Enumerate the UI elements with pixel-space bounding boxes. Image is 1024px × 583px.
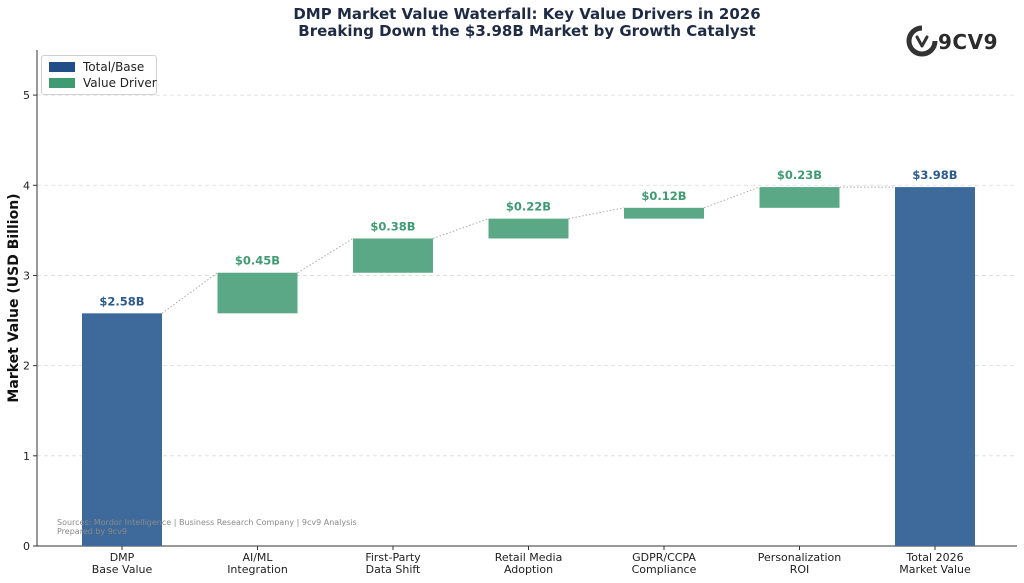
legend-label-total: Total/Base <box>83 60 145 74</box>
x-tick-label: Base Value <box>92 563 153 576</box>
y-tick-label: 4 <box>23 179 30 192</box>
bar-value-label: $3.98B <box>912 168 957 182</box>
bar-value-label: $0.38B <box>370 219 415 233</box>
connector-line <box>432 218 489 239</box>
x-tick-label: GDPR/CCPA <box>632 551 696 564</box>
legend: Total/Base Value Driver <box>41 55 157 95</box>
chart-title: DMP Market Value Waterfall: Key Value Dr… <box>0 6 1024 40</box>
x-tick-label: ROI <box>790 563 810 576</box>
prepared-by-line: Prepared by 9cv9 <box>57 527 128 536</box>
connector-line <box>568 207 625 220</box>
x-tick-label: Integration <box>227 563 288 576</box>
logo-text: 9CV9 <box>938 30 998 54</box>
connector-line <box>161 272 218 314</box>
y-tick-label: 5 <box>23 89 30 102</box>
x-tick-label: Adoption <box>504 563 553 576</box>
bar-value-label: $0.12B <box>641 189 686 203</box>
source-note: Sources: Mordor Intelligence | Business … <box>57 518 357 536</box>
driver-bar <box>488 218 569 239</box>
y-tick-label: 1 <box>23 450 30 463</box>
x-tick-label: DMP <box>110 551 135 564</box>
total-bar <box>82 313 162 546</box>
total-bar <box>895 187 975 547</box>
x-tick-label: First-Party <box>365 551 421 564</box>
source-line: Sources: Mordor Intelligence | Business … <box>57 518 357 527</box>
x-tick-label: Retail Media <box>495 551 563 564</box>
bar-value-label: $0.45B <box>235 254 280 268</box>
y-axis-title: Market Value (USD Billion) <box>6 193 22 402</box>
legend-label-driver: Value Driver <box>83 76 157 90</box>
bar-value-label: $2.58B <box>99 294 144 308</box>
connector-line <box>703 186 760 209</box>
x-tick-label: Data Shift <box>366 563 421 576</box>
x-tick-label: Compliance <box>632 563 697 576</box>
legend-swatch-driver <box>49 78 75 88</box>
x-tick-label: Market Value <box>899 563 971 576</box>
driver-bar <box>217 272 298 314</box>
connector-line <box>297 238 354 274</box>
bar-value-label: $0.22B <box>506 200 551 214</box>
legend-swatch-total <box>49 62 75 72</box>
y-tick-label: 3 <box>23 269 30 282</box>
x-tick-label: Personalization <box>758 551 841 564</box>
x-tick-label: AI/ML <box>242 551 273 564</box>
y-tick-label: 2 <box>23 360 30 373</box>
driver-bar <box>759 187 840 208</box>
y-tick-label: 0 <box>23 540 30 553</box>
brand-logo: 9CV9 <box>905 24 998 58</box>
9cv9-logo-icon <box>906 25 938 57</box>
driver-bar <box>624 207 704 219</box>
driver-bar <box>353 238 433 273</box>
x-tick-label: Total 2026 <box>905 551 963 564</box>
title-line-2: Breaking Down the $3.98B Market by Growt… <box>298 22 756 40</box>
bar-value-label: $0.23B <box>777 168 822 182</box>
title-line-1: DMP Market Value Waterfall: Key Value Dr… <box>293 5 761 23</box>
